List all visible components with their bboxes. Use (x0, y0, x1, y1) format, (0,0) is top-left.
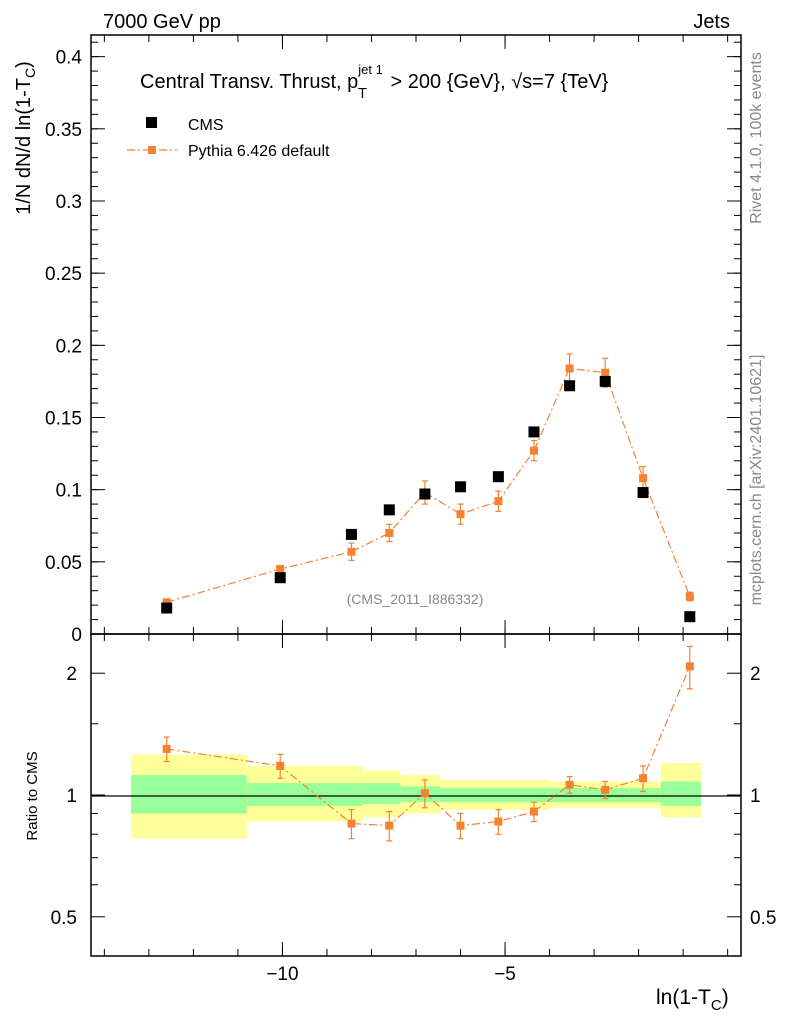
header-left: 7000 GeV pp (103, 11, 221, 33)
x-axis-label: ln(1-TC) (656, 986, 729, 1014)
main-y-tick-label: 0.1 (56, 481, 82, 502)
legend-pythia-label: Pythia 6.426 default (188, 143, 330, 160)
pythia-point (565, 364, 574, 373)
pythia-point (385, 528, 394, 537)
ratio-band-inner (400, 786, 441, 803)
main-y-tick-label: 0.15 (45, 408, 82, 429)
ratio-panel: −10 −5 0.5 0.5 1 1 2 2 (51, 633, 776, 985)
header-right: Jets (693, 11, 730, 33)
pythia-line (166, 367, 691, 603)
cms-point (345, 528, 357, 540)
ratio-pythia-point (456, 821, 465, 830)
ratio-y-tick-label: 1 (66, 786, 77, 807)
pythia-point (685, 592, 694, 601)
cms-point (492, 471, 504, 483)
ratio-y-tick-label-right: 1 (750, 786, 761, 807)
pythia-point (347, 547, 356, 556)
main-y-tick-label: 0.35 (45, 120, 82, 141)
ratio-band-inner (246, 783, 363, 806)
cms-point (528, 426, 540, 438)
legend-pythia-marker (148, 146, 156, 154)
cms-point (274, 572, 286, 584)
mcplots-label: mcplots.cern.ch [arXiv:2401.10621] (748, 355, 765, 606)
ratio-pythia-series (162, 645, 694, 842)
pythia-point (162, 598, 171, 607)
cms-point (383, 504, 395, 516)
ratio-y-tick-label-right: 2 (750, 664, 761, 685)
ratio-pythia-point (565, 780, 574, 789)
main-y-tick-label: 0.4 (56, 48, 83, 69)
cms-point (419, 488, 431, 500)
ratio-y-tick-label: 2 (66, 664, 77, 685)
ratio-y-tick-label-right: 0.5 (750, 908, 776, 929)
cms-series (161, 375, 696, 623)
pythia-point (456, 510, 465, 519)
legend-cms-label: CMS (188, 117, 224, 134)
cms-point (161, 602, 173, 614)
cms-point (684, 611, 696, 623)
ratio-y-axis-label: Ratio to CMS (24, 751, 41, 840)
ratio-pythia-point (276, 761, 285, 770)
ratio-pythia-point (385, 821, 394, 830)
main-y-tick-label: 0.3 (56, 192, 82, 213)
pythia-point (639, 474, 648, 483)
ratio-band-inner (362, 783, 401, 805)
cms-point (599, 375, 611, 387)
ratio-band-inner (131, 775, 247, 814)
analysis-watermark: (CMS_2011_I886332) (347, 591, 484, 607)
cms-point (637, 487, 649, 499)
main-y-ticks: 0 0.05 0.1 0.15 0.2 0.25 0.3 0.35 0.4 (45, 35, 741, 646)
cms-point (455, 481, 467, 493)
ratio-pythia-point (420, 789, 429, 798)
ratio-frame (90, 633, 742, 957)
x-tick-label: −10 (266, 964, 298, 985)
pythia-point (276, 565, 285, 574)
ratio-pythia-point (685, 662, 694, 671)
ratio-pythia-point (494, 817, 503, 826)
ratio-pythia-point (347, 819, 356, 828)
x-tick-label: −5 (494, 964, 516, 985)
ratio-y-tick-label: 0.5 (51, 908, 77, 929)
cms-point (564, 380, 576, 392)
legend: CMS Pythia 6.426 default (127, 117, 330, 160)
ratio-band-inner (660, 781, 701, 806)
main-y-tick-label: 0.25 (45, 264, 82, 285)
pythia-series (162, 353, 694, 607)
main-y-tick-label: 0.2 (56, 336, 82, 357)
main-y-axis-label: 1/N dN/d ln(1-TC) (13, 61, 38, 215)
ratio-band-inner (440, 788, 550, 803)
ratio-pythia-point (162, 744, 171, 753)
ratio-pythia-point (601, 785, 610, 794)
ratio-pythia-point (529, 807, 538, 816)
pythia-point (494, 497, 503, 506)
pythia-point (601, 368, 610, 377)
ratio-pythia-point (639, 774, 648, 783)
pythia-point (529, 446, 538, 455)
main-y-tick-label: 0 (71, 625, 82, 646)
legend-cms-marker (146, 117, 157, 128)
main-y-tick-label: 0.05 (45, 553, 82, 574)
ratio-pythia-line (166, 666, 691, 827)
rivet-label: Rivet 4.1.0, 100k events (748, 52, 765, 224)
